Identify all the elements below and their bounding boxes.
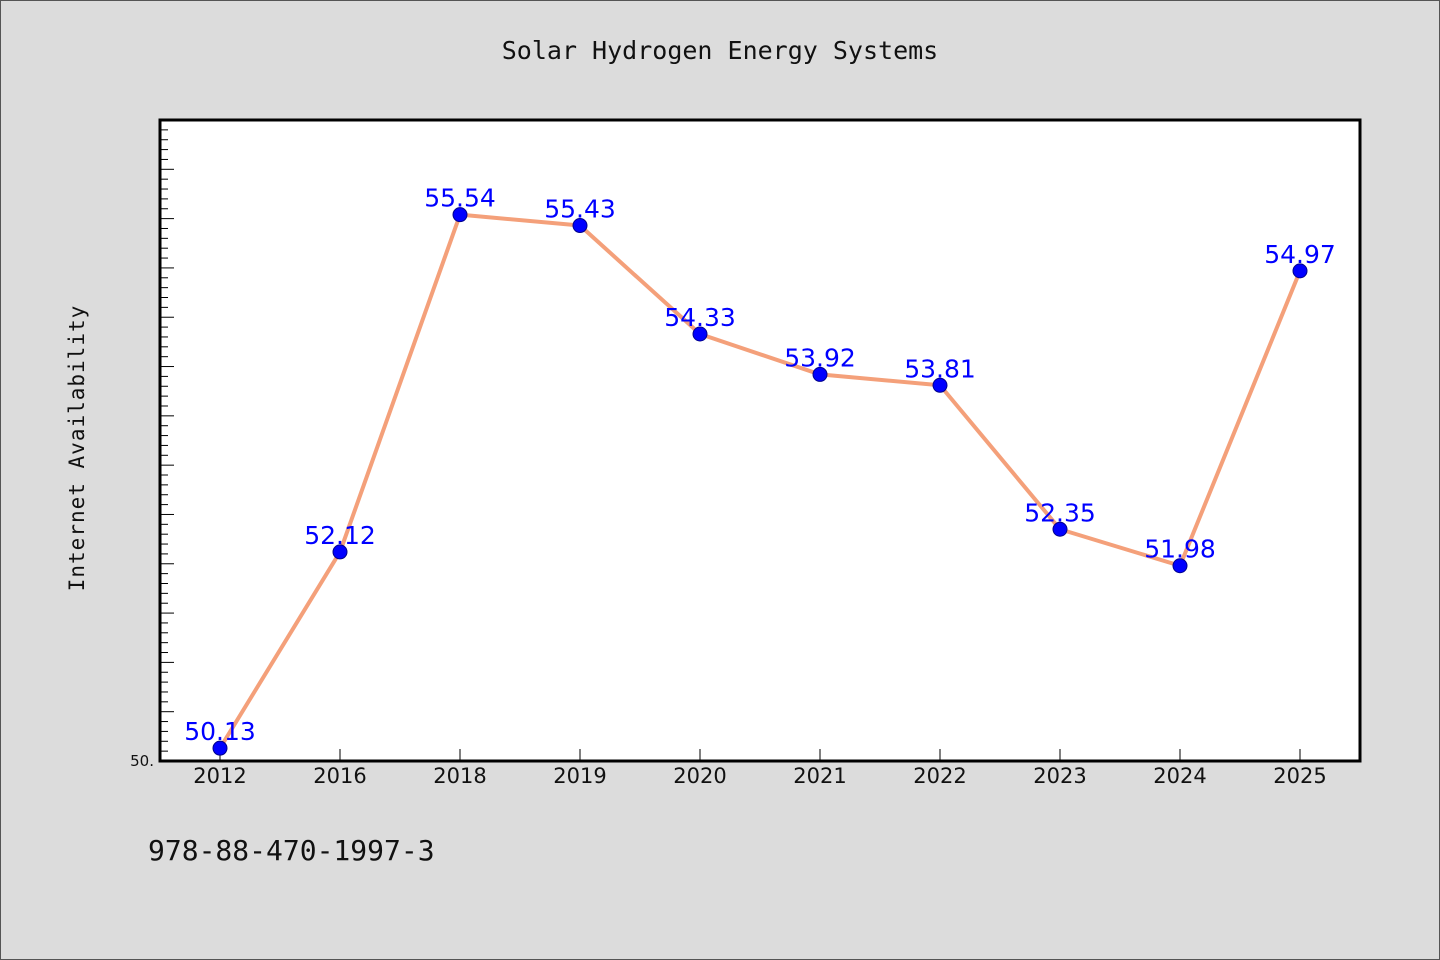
x-tick-label: 2018	[433, 764, 486, 788]
x-tick-label: 2025	[1273, 764, 1326, 788]
x-tick-label: 2022	[913, 764, 966, 788]
x-tick-label: 2020	[673, 764, 726, 788]
x-tick-label: 2019	[553, 764, 606, 788]
footer-text: 978-88-470-1997-3	[148, 834, 435, 867]
x-tick-label: 2023	[1033, 764, 1086, 788]
plot-area	[160, 120, 1360, 761]
series-line	[218, 212, 1302, 750]
data-label: 54.97	[1264, 240, 1336, 269]
data-label: 51.98	[1144, 535, 1216, 564]
data-point	[572, 218, 588, 234]
series-markers	[212, 207, 1308, 756]
data-label: 50.13	[184, 717, 256, 746]
data-point	[212, 740, 228, 756]
data-label: 55.54	[424, 184, 496, 213]
axis-ticks	[160, 119, 1301, 762]
data-point	[932, 377, 948, 393]
data-point	[812, 366, 828, 382]
x-tick-label: 2016	[313, 764, 366, 788]
data-labels: 50.13 52.12 55.54 55.43 54.33 53.92 53.81 52.35…	[184, 184, 1336, 747]
data-label: 52.12	[304, 521, 376, 550]
data-point	[692, 326, 708, 342]
data-point	[452, 207, 468, 223]
data-label: 52.35	[1024, 498, 1096, 527]
data-label: 54.33	[664, 303, 736, 332]
data-point	[1292, 263, 1308, 279]
x-tick-label: 2012	[193, 764, 246, 788]
data-point	[332, 544, 348, 560]
x-tick-label: 2021	[793, 764, 846, 788]
data-label: 55.43	[544, 195, 616, 224]
data-point	[1172, 558, 1188, 574]
x-tick-labels: 2012 2016 2018 2019 2020 2021 2022 2023 2024 2025	[193, 764, 1326, 788]
data-point	[1052, 521, 1068, 537]
y-tick-label: 50.	[130, 752, 154, 770]
data-label: 53.92	[784, 343, 856, 372]
x-tick-label: 2024	[1153, 764, 1206, 788]
plot-frame	[158, 118, 1362, 763]
chart-title: Solar Hydrogen Energy Systems	[501, 36, 939, 65]
data-label: 53.81	[904, 354, 976, 383]
